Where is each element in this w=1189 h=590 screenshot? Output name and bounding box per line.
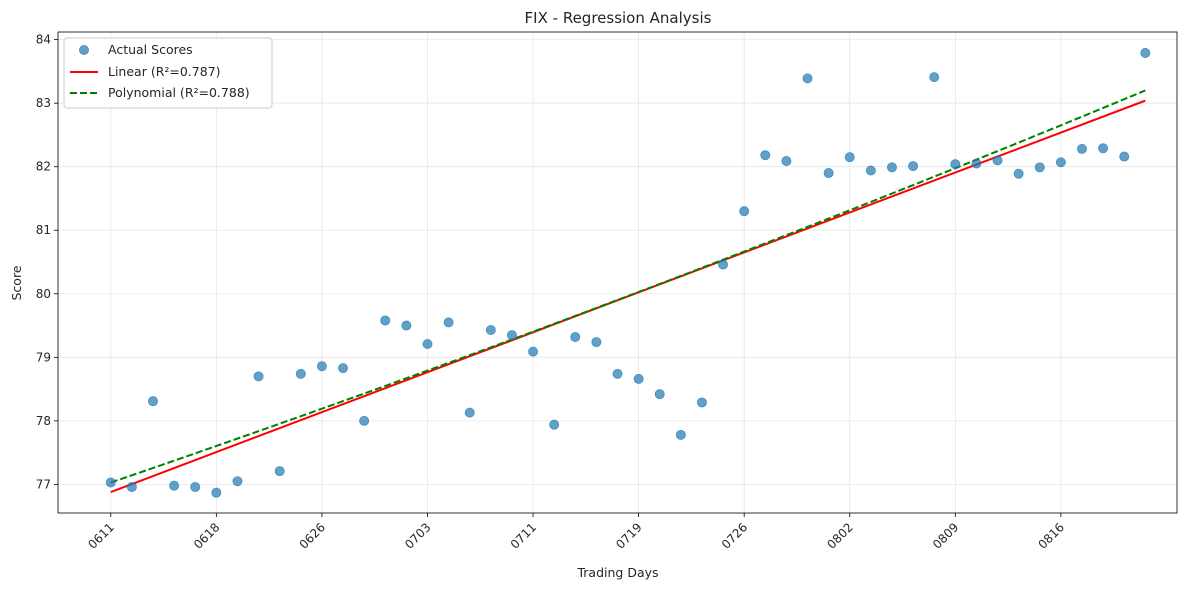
data-point	[844, 152, 855, 163]
data-point	[654, 389, 665, 400]
x-tick-label: 0726	[719, 520, 750, 551]
data-point	[696, 397, 707, 408]
linear-fit-line	[110, 99, 1146, 493]
x-tick-label: 0802	[824, 520, 855, 551]
data-point	[422, 338, 433, 349]
y-tick-label: 81	[36, 223, 51, 237]
data-point	[1013, 168, 1024, 179]
y-axis-ticks: 77 78 79 80 81 82 83 84	[36, 33, 58, 491]
x-tick-label: 0626	[297, 520, 328, 551]
data-point	[338, 363, 349, 374]
data-point	[295, 368, 306, 379]
data-point	[274, 466, 285, 477]
polynomial-fit-line	[110, 89, 1146, 484]
data-point	[1098, 143, 1109, 154]
chart-title: FIX - Regression Analysis	[525, 9, 712, 27]
data-point	[971, 158, 982, 169]
data-point	[633, 373, 644, 384]
x-tick-label: 0816	[1035, 520, 1066, 551]
x-tick-label: 0809	[930, 520, 961, 551]
legend: Actual Scores Linear (R²=0.787) Polynomi…	[63, 37, 273, 109]
data-point	[675, 429, 686, 440]
legend-label-actual: Actual Scores	[108, 42, 193, 57]
data-point	[760, 150, 771, 161]
x-axis-ticks: 0611 0618 0626 0703 0711 0719 0726 0802 0809 0816	[85, 513, 1067, 552]
y-tick-label: 82	[36, 160, 51, 174]
data-point	[506, 330, 517, 341]
x-tick-label: 0618	[191, 520, 222, 551]
data-point	[105, 477, 116, 488]
y-tick-label: 80	[36, 287, 51, 301]
data-point	[190, 481, 201, 492]
data-point	[929, 72, 940, 83]
data-point	[908, 161, 919, 172]
grid	[58, 32, 1177, 513]
y-tick-label: 83	[36, 96, 51, 110]
data-point	[739, 206, 750, 217]
y-tick-label: 79	[36, 350, 51, 364]
data-point	[211, 487, 222, 498]
data-point	[316, 361, 327, 372]
data-point	[612, 368, 623, 379]
data-point	[443, 317, 454, 328]
data-point	[169, 480, 180, 491]
legend-box	[63, 37, 273, 109]
data-point	[253, 371, 264, 382]
data-point	[232, 476, 243, 487]
data-point	[591, 337, 602, 348]
plot-area	[105, 47, 1151, 498]
legend-label-linear: Linear (R²=0.787)	[108, 64, 221, 79]
y-tick-label: 77	[36, 477, 51, 491]
x-tick-label: 0611	[85, 520, 116, 551]
data-point	[528, 346, 539, 357]
data-point	[950, 159, 961, 170]
data-point	[865, 165, 876, 176]
data-point	[570, 331, 581, 342]
x-axis-label: Trading Days	[576, 565, 658, 580]
legend-label-polynomial: Polynomial (R²=0.788)	[108, 85, 250, 100]
data-point	[802, 73, 813, 84]
data-point	[549, 419, 560, 430]
data-point	[1119, 151, 1130, 162]
x-tick-label: 0711	[508, 520, 539, 551]
data-point	[401, 320, 412, 331]
data-point	[823, 168, 834, 179]
data-point	[464, 407, 475, 418]
y-tick-label: 78	[36, 414, 51, 428]
data-point	[126, 481, 137, 492]
data-point	[1055, 157, 1066, 168]
data-point	[1140, 47, 1151, 58]
y-tick-label: 84	[36, 33, 51, 47]
data-point	[359, 415, 370, 426]
data-point	[781, 155, 792, 166]
data-point	[1076, 143, 1087, 154]
x-tick-label: 0703	[402, 520, 433, 551]
y-axis-label: Score	[9, 265, 24, 300]
data-point	[1034, 162, 1045, 173]
x-tick-label: 0719	[613, 520, 644, 551]
data-point	[148, 396, 159, 407]
data-point	[992, 155, 1003, 166]
data-point	[718, 259, 729, 270]
plot-frame	[57, 31, 1178, 514]
data-point	[886, 162, 897, 173]
data-point	[485, 325, 496, 336]
data-point	[380, 315, 391, 326]
legend-marker-actual	[79, 45, 90, 56]
